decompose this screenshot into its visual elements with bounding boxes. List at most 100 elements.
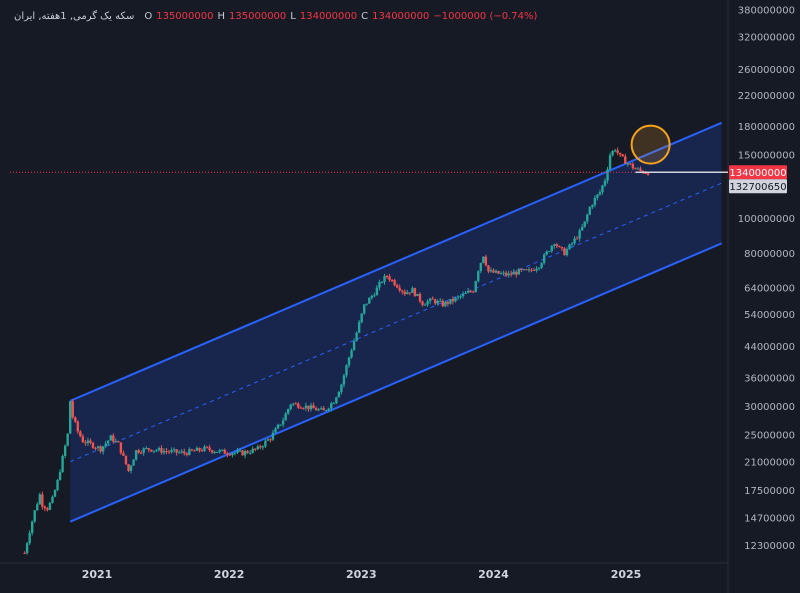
candle-body	[165, 450, 168, 452]
time-tick-label: 2023	[346, 568, 377, 581]
candle-body	[261, 446, 265, 448]
candle-body	[46, 508, 49, 510]
candle-body	[264, 440, 267, 447]
candle-body	[540, 263, 543, 268]
candle-body	[175, 449, 178, 453]
candle-body	[28, 533, 31, 544]
candle-body	[56, 480, 59, 491]
price-axis[interactable]: 380000000 320000000 260000000 220000000 1800…	[738, 6, 795, 553]
candle-body	[535, 268, 538, 271]
candle-body	[129, 465, 133, 471]
channel-middle-line	[70, 182, 722, 463]
candle-body	[139, 452, 143, 454]
candle-body	[119, 442, 123, 454]
candle-body	[94, 447, 97, 449]
chart-overlays: 134000000 132700650	[10, 124, 787, 194]
candle-body	[86, 440, 90, 444]
candle-body	[107, 440, 110, 444]
candle-body	[456, 296, 460, 298]
candle-body	[74, 417, 77, 422]
candle-body	[375, 287, 379, 296]
candle-body	[127, 464, 130, 471]
candle-body	[256, 446, 259, 450]
candle-body	[41, 494, 44, 507]
candle-body	[216, 451, 219, 453]
candle-body	[360, 313, 363, 323]
candle-body	[363, 304, 366, 314]
candle-body	[487, 265, 490, 272]
candle-body	[537, 267, 541, 269]
candle-body	[58, 472, 62, 481]
candle-body	[145, 448, 148, 450]
candle-body	[548, 251, 551, 253]
candle-body	[99, 446, 102, 452]
close-value: 134000000	[372, 11, 430, 22]
candle-body	[251, 448, 254, 453]
candle-body	[621, 154, 624, 157]
candle-body	[195, 447, 199, 451]
candle-body	[259, 446, 262, 448]
candle-body	[236, 450, 239, 453]
candle-body	[570, 243, 574, 245]
candle-body	[312, 405, 315, 409]
candle-body	[210, 450, 214, 453]
candle-body	[439, 300, 442, 302]
candle-body	[314, 408, 318, 411]
channel-lower-line	[69, 242, 722, 523]
candle-body	[502, 272, 505, 274]
regression-channel[interactable]	[69, 121, 722, 523]
candle-body	[494, 270, 498, 273]
low-value: 134000000	[299, 11, 358, 22]
candle-body	[449, 298, 452, 304]
candle-body	[289, 404, 292, 410]
candle-body	[238, 450, 242, 452]
candle-body	[499, 273, 503, 275]
candle-body	[132, 459, 135, 466]
candle-body	[451, 298, 455, 302]
price-tick-label: 380000000	[738, 6, 795, 17]
symbol-title[interactable]: سکه یک گرمی, 1هفته, ایران	[14, 11, 135, 22]
candle-body	[626, 163, 630, 165]
candle-body	[198, 447, 201, 451]
time-axis[interactable]: 2021 2022 2023 2024 2025	[82, 568, 642, 581]
candle-body	[525, 269, 528, 271]
candle-body	[542, 254, 546, 264]
candle-body	[357, 322, 361, 333]
candle-body	[190, 449, 194, 451]
candle-body	[172, 449, 176, 451]
price-tick-label: 80000000	[744, 249, 795, 260]
candle-body	[568, 244, 571, 250]
candle-body	[578, 230, 581, 239]
candle-body	[76, 421, 80, 432]
candle-body	[608, 155, 612, 170]
candle-body	[423, 304, 427, 306]
last-price-text: 134000000	[729, 168, 786, 179]
candle-body	[350, 350, 353, 358]
candle-body	[606, 169, 609, 181]
candle-body	[38, 494, 41, 505]
candle-body	[335, 397, 338, 404]
candle-body	[352, 341, 356, 351]
candle-body	[170, 450, 173, 452]
price-tick-label: 220000000	[738, 91, 795, 102]
candle-body	[340, 384, 343, 392]
candle-body	[160, 448, 163, 453]
candle-body	[317, 409, 320, 411]
candle-body	[634, 168, 637, 170]
candle-body	[302, 408, 305, 410]
candle-body	[588, 207, 591, 215]
time-tick-label: 2021	[82, 568, 113, 581]
candle-body	[466, 291, 470, 293]
candle-body	[150, 449, 153, 452]
candle-body	[563, 248, 566, 256]
candle-body	[603, 180, 607, 186]
candle-body	[279, 424, 282, 426]
candle-body	[152, 450, 156, 452]
candle-body	[644, 172, 647, 174]
ref-price-badge	[729, 179, 787, 194]
candle-body	[221, 449, 224, 451]
candle-body	[231, 453, 234, 456]
close-label: C	[361, 11, 369, 22]
candle-body	[203, 446, 206, 451]
